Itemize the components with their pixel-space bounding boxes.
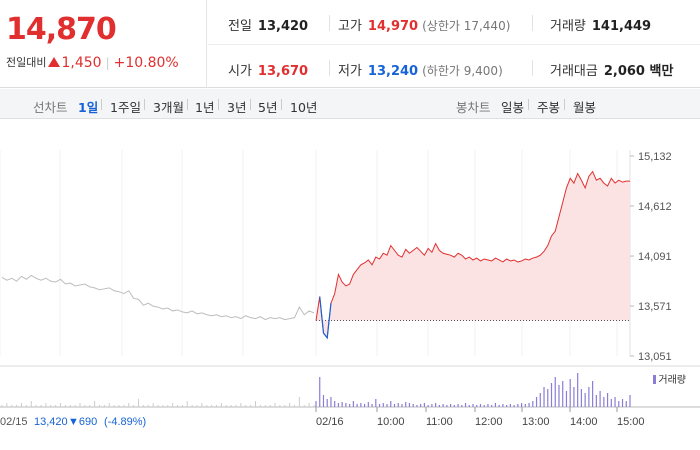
stat-label: 거래대금: [550, 64, 598, 79]
up-arrow-icon: [48, 57, 61, 67]
stat-label: 시가: [228, 64, 252, 79]
current-price: 14,870: [6, 12, 117, 47]
prev-close-value: 13,420: [34, 416, 68, 428]
volume-legend: 거래량: [653, 371, 686, 386]
y-axis-ticks: 15,132 14,612 14,091 13,571 13,051: [630, 151, 672, 363]
stat-value: 14,970: [367, 19, 419, 34]
divider: [532, 60, 533, 76]
divider: [532, 15, 533, 31]
candle-weekly[interactable]: 주봉: [537, 100, 561, 115]
x-tick-label: 13:00: [522, 416, 550, 428]
period-10y[interactable]: 10년: [290, 100, 318, 115]
stat-sub: (하한가 9,400): [422, 64, 503, 78]
stat-value: 13,240: [367, 64, 419, 79]
period-5y[interactable]: 5년: [258, 100, 278, 115]
divider: [281, 99, 282, 110]
stat-high: 고가 14,970 (상한가 17,440): [338, 15, 510, 34]
candle-daily[interactable]: 일봉: [501, 100, 525, 115]
prev-change-pct: (-4.89%): [104, 416, 146, 428]
divider: [187, 99, 188, 110]
volume-bars: [1, 373, 631, 407]
divider: [250, 99, 251, 110]
stat-value: 13,670: [257, 64, 309, 79]
divider: [208, 44, 700, 45]
stat-value: 13,420: [257, 19, 309, 34]
x-tick-label: 15:00: [617, 416, 645, 428]
change-separator: |: [105, 56, 110, 70]
stat-label: 거래량: [550, 19, 586, 34]
candle-monthly[interactable]: 월봉: [573, 100, 597, 115]
change-percent: +10.80%: [113, 55, 179, 71]
stat-label: 저가: [338, 64, 362, 79]
today-series: [315, 170, 630, 340]
period-3y[interactable]: 3년: [227, 100, 247, 115]
stat-value: 141,449: [591, 19, 652, 34]
price-box: 14,870 전일대비 1,450 | +10.80%: [0, 0, 207, 88]
divider: [329, 60, 330, 76]
stat-sub: (상한가 17,440): [422, 19, 511, 33]
divider: [528, 99, 529, 110]
y-tick-label: 13,051: [638, 351, 672, 363]
stat-low: 저가 13,240 (하한가 9,400): [338, 60, 503, 79]
change-label: 전일대비: [6, 56, 47, 69]
stat-label: 고가: [338, 19, 362, 34]
x-tick-label: 02/16: [316, 416, 344, 428]
divider: [101, 99, 102, 110]
x-tick-label: 11:00: [426, 416, 453, 428]
divider: [218, 99, 219, 110]
divider: [564, 99, 565, 110]
prev-date: 02/15: [0, 416, 28, 428]
prev-day-series: [1, 274, 315, 321]
period-1w[interactable]: 1주일: [110, 100, 141, 115]
stat-prev-close: 전일 13,420: [228, 15, 308, 34]
line-chart-label: 선차트: [33, 100, 68, 115]
y-tick-label: 15,132: [638, 151, 672, 163]
stock-summary-header: 14,870 전일대비 1,450 | +10.80% 전일 13,420 고가 14,9…: [0, 0, 700, 88]
x-tick-label: 10:00: [377, 416, 405, 428]
y-tick-label: 14,091: [638, 251, 672, 263]
candle-chart-label: 봉차트: [456, 100, 491, 115]
prev-change-value: ▼690: [68, 416, 97, 428]
period-3m[interactable]: 3개월: [153, 100, 184, 115]
change-row: 전일대비 1,450 | +10.80%: [6, 54, 179, 71]
stat-label: 전일: [228, 19, 252, 34]
volume-legend-swatch: [653, 375, 657, 384]
x-tick-label: 14:00: [570, 416, 598, 428]
x-axis-ticks: 02/16 10:00 11:00 12:00 13:00 14:00 15:00: [315, 407, 645, 428]
chart-canvas: 15,132 14,612 14,091 13,571 13,051 02/16 10:0…: [0, 150, 700, 428]
divider: [329, 15, 330, 31]
change-value: 1,450: [61, 55, 102, 71]
divider: [144, 99, 145, 110]
volume-legend-label: 거래량: [658, 375, 686, 386]
today-line: [315, 170, 630, 340]
x-tick-label: 12:00: [475, 416, 503, 428]
below-baseline-segment: [319, 296, 332, 340]
stat-value: 2,060 백만: [603, 64, 674, 79]
stat-volume: 거래량 141,449: [550, 15, 651, 34]
chart-footer: 02/15 13,420 ▼690 (-4.89%): [0, 416, 146, 428]
today-area-fill: [316, 171, 630, 338]
y-tick-label: 14,612: [638, 201, 672, 213]
stat-amount: 거래대금 2,060 백만: [550, 60, 673, 79]
period-1y[interactable]: 1년: [195, 100, 215, 115]
intraday-chart: 15,132 14,612 14,091 13,571 13,051 02/16 10:0…: [0, 120, 700, 450]
chart-period-toolbar: 선차트 1일 1주일 3개월 1년 3년 5년 10년 봉차트 일봉 주봉 월봉: [0, 89, 700, 119]
stat-open: 시가 13,670: [228, 60, 308, 79]
y-tick-label: 13,571: [638, 301, 672, 313]
period-1d[interactable]: 1일: [78, 100, 99, 115]
prev-day-line: [1, 274, 315, 321]
